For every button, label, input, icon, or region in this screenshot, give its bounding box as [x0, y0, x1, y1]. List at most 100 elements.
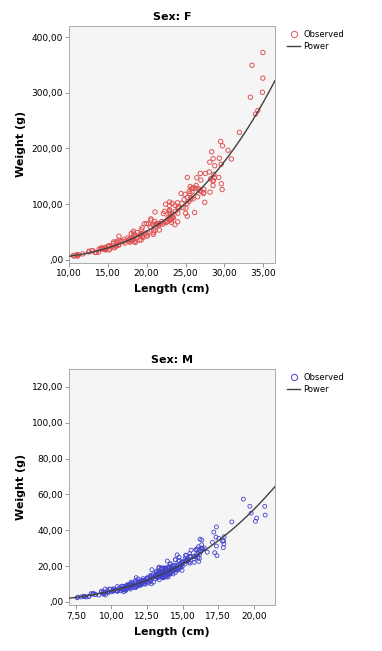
- Point: [193, 549, 199, 560]
- Point: [174, 549, 180, 560]
- Point: [218, 136, 224, 146]
- Point: [213, 541, 219, 551]
- Point: [136, 235, 142, 245]
- Point: [168, 561, 174, 572]
- Point: [134, 579, 140, 590]
- Point: [123, 583, 129, 593]
- Point: [158, 570, 164, 581]
- Point: [163, 563, 169, 574]
- Point: [210, 176, 216, 186]
- Point: [221, 539, 227, 549]
- Point: [236, 127, 243, 137]
- Point: [115, 236, 121, 246]
- Point: [191, 182, 197, 193]
- Point: [159, 216, 165, 227]
- Point: [176, 562, 183, 573]
- Point: [153, 571, 159, 581]
- Point: [165, 568, 171, 579]
- Point: [183, 550, 189, 561]
- Point: [167, 559, 173, 570]
- Point: [158, 572, 164, 582]
- Point: [129, 236, 135, 246]
- Point: [119, 584, 125, 594]
- Point: [161, 217, 167, 228]
- Point: [170, 564, 176, 574]
- Point: [198, 543, 204, 553]
- Point: [147, 574, 153, 585]
- Point: [124, 580, 130, 590]
- Point: [148, 579, 154, 589]
- Point: [166, 565, 172, 575]
- Point: [150, 229, 156, 240]
- Point: [130, 235, 136, 245]
- Point: [103, 244, 109, 255]
- Point: [166, 566, 172, 576]
- Point: [138, 578, 144, 589]
- Point: [128, 584, 134, 594]
- Point: [159, 569, 165, 579]
- Point: [145, 575, 151, 585]
- Point: [133, 583, 139, 593]
- Point: [96, 590, 102, 600]
- Point: [121, 234, 128, 244]
- Point: [114, 581, 120, 592]
- Point: [163, 570, 169, 581]
- Point: [248, 92, 254, 102]
- Point: [193, 545, 199, 555]
- Point: [127, 234, 133, 244]
- Point: [219, 141, 225, 151]
- Point: [204, 547, 210, 557]
- Point: [121, 581, 128, 592]
- Point: [102, 242, 108, 253]
- Point: [109, 587, 115, 597]
- Point: [146, 578, 152, 589]
- Point: [137, 579, 143, 589]
- Point: [156, 566, 162, 576]
- Point: [147, 570, 153, 581]
- Point: [186, 186, 193, 197]
- Point: [153, 219, 159, 230]
- Point: [131, 229, 138, 240]
- Point: [101, 589, 107, 599]
- Point: [200, 188, 206, 199]
- Point: [174, 198, 180, 208]
- Point: [212, 161, 218, 171]
- Point: [168, 568, 174, 579]
- Point: [201, 543, 207, 553]
- Point: [206, 167, 212, 177]
- Point: [201, 187, 207, 198]
- Point: [185, 193, 191, 203]
- Point: [126, 235, 132, 245]
- Point: [220, 536, 226, 546]
- Point: [155, 219, 161, 230]
- Point: [138, 575, 144, 586]
- Point: [78, 592, 84, 602]
- Point: [169, 198, 175, 208]
- Point: [160, 208, 167, 219]
- Point: [191, 207, 197, 217]
- Point: [163, 570, 170, 581]
- Point: [83, 592, 89, 602]
- Point: [247, 501, 253, 512]
- Point: [162, 570, 168, 581]
- Point: [184, 211, 190, 221]
- Point: [125, 579, 131, 590]
- Point: [173, 564, 179, 574]
- Point: [220, 542, 227, 553]
- Point: [185, 555, 191, 566]
- Point: [207, 157, 213, 167]
- Point: [103, 243, 109, 254]
- Point: [193, 183, 199, 193]
- Point: [152, 219, 158, 230]
- Point: [126, 582, 133, 592]
- Point: [123, 585, 129, 596]
- Point: [86, 591, 92, 602]
- Point: [165, 562, 172, 572]
- Point: [152, 207, 158, 217]
- Point: [125, 581, 131, 592]
- Point: [74, 249, 80, 260]
- Point: [172, 201, 178, 211]
- Point: [153, 219, 159, 229]
- Point: [102, 590, 108, 600]
- Point: [253, 109, 259, 119]
